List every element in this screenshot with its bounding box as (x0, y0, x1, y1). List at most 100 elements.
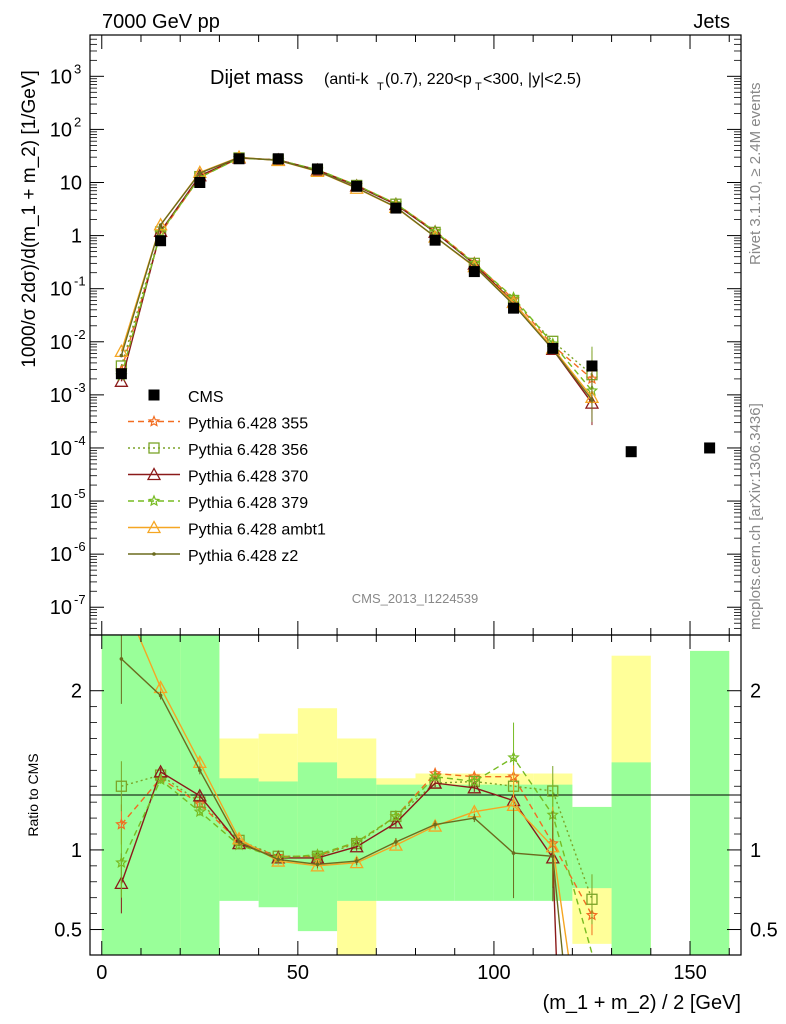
xtick-label: 50 (287, 962, 309, 984)
main-ytick-label: 10 (50, 66, 72, 88)
main-series-marker (428, 224, 442, 237)
ratio-series-marker (158, 693, 163, 698)
ratio-ytick-label: 2 (71, 681, 82, 703)
ratio-series-marker (119, 657, 124, 661)
ratio-series-marker (388, 815, 403, 829)
ratio-series-marker (511, 851, 516, 855)
ratio-ytick-label-right: 0.5 (750, 920, 778, 942)
ratio-series-marker (115, 856, 128, 868)
main-frame (89, 34, 742, 636)
data-point (586, 360, 598, 372)
ratio-series-marker (507, 751, 520, 763)
main-series-marker (153, 217, 168, 231)
xtick-label: 100 (477, 962, 510, 984)
header-right: Jets (693, 11, 730, 33)
subtitle-part-1: (anti-k (324, 71, 369, 88)
main-ytick-exponent: -5 (74, 486, 86, 501)
ratio-stat-band (258, 781, 298, 908)
data-point (625, 446, 637, 458)
ratio-series-marker (586, 893, 598, 905)
ratio-stat-band (690, 650, 730, 955)
data-point (468, 266, 480, 278)
legend-label: Pythia 6.428 355 (188, 416, 308, 433)
chart-title: Dijet mass (210, 67, 303, 89)
legend-marker (146, 467, 162, 481)
ratio-series-marker (237, 840, 241, 844)
ratio-series-marker (193, 805, 207, 818)
legend-item: Pythia 6.428 370 (128, 467, 308, 486)
ratio-series-marker (310, 858, 325, 872)
main-series-line (120, 156, 593, 401)
data-point (233, 153, 245, 165)
main-ytick-label: 10 (50, 119, 72, 141)
main-ytick-exponent: -2 (74, 327, 86, 342)
legend-item: Pythia 6.428 ambt1 (128, 520, 326, 539)
xtick-label: 150 (673, 962, 706, 984)
main-ytick-label: 10 (50, 279, 72, 301)
main-ytick-exponent: 3 (74, 61, 81, 76)
main-ytick-exponent: -3 (74, 380, 86, 395)
ratio-series-5 (119, 635, 564, 955)
main-series-marker (198, 171, 202, 175)
ratio-series-marker (350, 835, 363, 848)
ratio-series-marker (276, 857, 281, 862)
ratio-series-marker (192, 788, 207, 802)
ratio-panel: 0.5 0.5 1 1 2 2 0 50 100 150 Ratio to CMS (m_1 + … (25, 634, 778, 1014)
data-point (429, 234, 441, 246)
main-series-marker (507, 291, 520, 303)
ratio-xlabel: (m_1 + m_2) / 2 [GeV] (543, 992, 741, 1014)
ratio-series-marker (154, 773, 167, 786)
ratio-ytick-label-right: 1 (750, 840, 761, 862)
ratio-series-marker (349, 855, 364, 869)
data-point (351, 180, 363, 192)
subtitle-sub-t1: T (377, 81, 384, 93)
legend-label: Pythia 6.428 379 (188, 495, 308, 512)
legend: CMS Pythia 6.428 355 Pythia 6.428 356 Pythi… (128, 389, 326, 565)
legend-marker (147, 494, 161, 507)
legend-item: Pythia 6.428 356 (128, 442, 308, 459)
ratio-series-marker (311, 848, 324, 860)
main-ytick-label: 10 (50, 385, 72, 407)
data-point (155, 235, 167, 247)
legend-label: Pythia 6.428 370 (188, 469, 308, 486)
ratio-stat-band (415, 784, 455, 901)
mcplots-label: mcplots.cern.ch [arXiv:1306.3436] (747, 403, 764, 630)
ratio-series-marker (115, 817, 128, 830)
legend-label: Pythia 6.428 ambt1 (188, 522, 326, 539)
main-ytick-label: 1 (71, 226, 82, 248)
legend-marker (148, 442, 160, 454)
ratio-series-marker (315, 862, 320, 867)
main-data-series (115, 153, 716, 458)
main-series-marker (154, 225, 167, 238)
legend-label: CMS (188, 389, 224, 406)
ratio-series-marker (198, 768, 202, 773)
legend-item: Pythia 6.428 z2 (128, 548, 298, 565)
ratio-series-marker (468, 774, 481, 787)
ratio-series-marker (428, 770, 442, 782)
ratio-series-marker (467, 780, 482, 794)
main-series-marker (590, 398, 594, 402)
ratio-series-marker (389, 809, 403, 822)
main-ytick-exponent: -1 (74, 274, 86, 289)
legend-marker (152, 552, 156, 556)
main-ytick-label: 10 (60, 172, 82, 194)
ratio-series-marker (550, 854, 555, 859)
ratio-series-marker (115, 780, 128, 792)
rivet-label: Rivet 3.1.10, ≥ 2.4M events (747, 83, 764, 266)
main-ylabel: 1000/σ 2dσ)/d(m_1 + m_2) [1/GeV] (19, 70, 40, 368)
subtitle-part-2: (0.7), 220<p (385, 71, 472, 88)
legend-label: Pythia 6.428 356 (188, 442, 308, 459)
legend-item: Pythia 6.428 355 (128, 414, 308, 433)
main-ytick-label: 10 (50, 544, 72, 566)
ratio-series-marker (472, 816, 477, 820)
main-ytick-exponent: -7 (74, 592, 86, 607)
main-series-marker (158, 223, 163, 227)
main-ytick-label: 10 (50, 597, 72, 619)
header-left: 7000 GeV pp (102, 11, 220, 33)
data-point (547, 342, 559, 354)
ratio-series-marker (394, 840, 398, 844)
ratio-stat-band (611, 762, 651, 955)
ratio-series-marker (428, 775, 443, 789)
